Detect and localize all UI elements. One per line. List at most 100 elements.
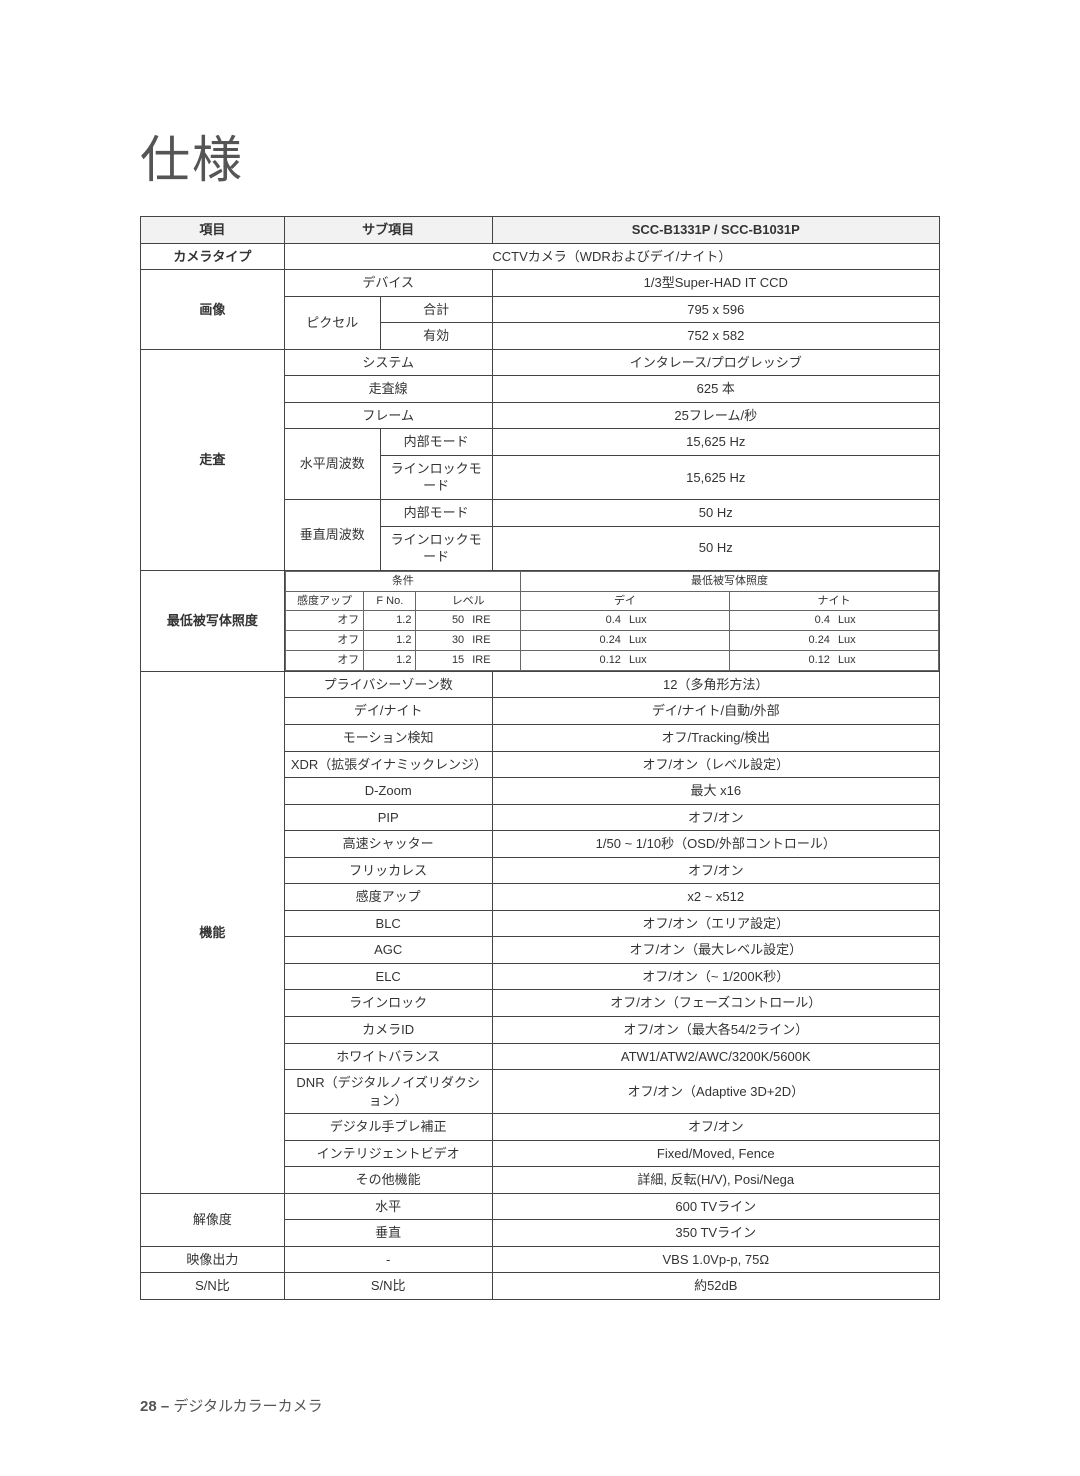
- function-value: ATW1/ATW2/AWC/3200K/5600K: [492, 1043, 939, 1070]
- video-out-value: VBS 1.0Vp-p, 75Ω: [492, 1246, 939, 1273]
- min-illum-cell: IRE: [468, 651, 520, 671]
- scan-vfreq-internal-mode: 内部モード: [380, 500, 492, 527]
- function-value: オフ/オン（レベル設定）: [492, 751, 939, 778]
- function-param: D-Zoom: [284, 778, 492, 805]
- image-device-label: デバイス: [284, 270, 492, 297]
- min-illum-row: オフ1.215IRE0.12Lux0.12Lux: [285, 651, 938, 671]
- scan-vfreq-linelock-value: 50 Hz: [492, 526, 939, 570]
- function-value: オフ/オン（最大レベル設定）: [492, 937, 939, 964]
- function-value: オフ/オン（フェーズコントロール）: [492, 990, 939, 1017]
- header-model: SCC-B1331P / SCC-B1031P: [492, 217, 939, 244]
- function-value: 詳細, 反転(H/V), Posi/Nega: [492, 1167, 939, 1194]
- function-param: フリッカレス: [284, 857, 492, 884]
- function-param: AGC: [284, 937, 492, 964]
- image-total-value: 795 x 596: [492, 296, 939, 323]
- min-illum-night: ナイト: [729, 591, 938, 611]
- sn-value: 約52dB: [492, 1273, 939, 1300]
- min-illum-cell: 0.4: [729, 611, 834, 631]
- scan-vfreq-internal-value: 50 Hz: [492, 500, 939, 527]
- image-effective-value: 752 x 582: [492, 323, 939, 350]
- scan-vfreq-linelock-mode: ラインロックモード: [380, 526, 492, 570]
- min-illum-inner-table: 条件 最低被写体照度 感度アップ F No. レベル デイ ナイト オフ1.25…: [285, 571, 939, 671]
- camera-type-value: CCTVカメラ（WDRおよびデイ/ナイト）: [284, 243, 939, 270]
- scan-system-label: システム: [284, 349, 492, 376]
- min-illum-cell: IRE: [468, 611, 520, 631]
- min-illum-cell: Lux: [625, 611, 730, 631]
- scan-hfreq-linelock-value: 15,625 Hz: [492, 455, 939, 499]
- function-param: ラインロック: [284, 990, 492, 1017]
- min-illum-cell: IRE: [468, 631, 520, 651]
- scan-lines-value: 625 本: [492, 376, 939, 403]
- scan-frame-value: 25フレーム/秒: [492, 402, 939, 429]
- resolution-h-label: 水平: [284, 1193, 492, 1220]
- min-illum-cell: 1.2: [364, 651, 416, 671]
- min-illum-cell: 1.2: [364, 611, 416, 631]
- scan-frame-label: フレーム: [284, 402, 492, 429]
- min-illum-cell: 0.4: [520, 611, 625, 631]
- footer: 28 – デジタルカラーカメラ: [140, 1395, 323, 1416]
- min-illum-cell: 30: [416, 631, 468, 651]
- scan-hfreq-linelock-mode: ラインロックモード: [380, 455, 492, 499]
- function-value: オフ/オン（Adaptive 3D+2D）: [492, 1070, 939, 1114]
- video-out-param: -: [284, 1246, 492, 1273]
- function-param: インテリジェントビデオ: [284, 1140, 492, 1167]
- min-illum-cell: Lux: [625, 651, 730, 671]
- image-pixel-label: ピクセル: [284, 296, 380, 349]
- min-illum-cond-label: 条件: [285, 571, 520, 591]
- spec-table: 項目 サブ項目 SCC-B1331P / SCC-B1031P カメラタイプ C…: [140, 216, 940, 1300]
- min-illum-label: 最低被写体照度: [141, 570, 285, 671]
- resolution-v-label: 垂直: [284, 1220, 492, 1247]
- function-value: デイ/ナイト/自動/外部: [492, 698, 939, 725]
- function-value: 最大 x16: [492, 778, 939, 805]
- function-value: オフ/オン: [492, 1114, 939, 1141]
- min-illum-cell: Lux: [834, 611, 939, 631]
- scan-vfreq-label: 垂直周波数: [284, 500, 380, 571]
- function-value: Fixed/Moved, Fence: [492, 1140, 939, 1167]
- resolution-label: 解像度: [141, 1193, 285, 1246]
- min-illum-cell: オフ: [285, 611, 363, 631]
- footer-page: 28 –: [140, 1398, 169, 1415]
- function-value: オフ/オン: [492, 857, 939, 884]
- scan-label: 走査: [141, 349, 285, 570]
- image-effective-label: 有効: [380, 323, 492, 350]
- function-param: プライバシーゾーン数: [284, 671, 492, 698]
- image-device-value: 1/3型Super-HAD IT CCD: [492, 270, 939, 297]
- function-value: 12（多角形方法）: [492, 671, 939, 698]
- function-param: カメラID: [284, 1016, 492, 1043]
- min-illum-cell: 0.12: [520, 651, 625, 671]
- page-title: 仕様: [140, 120, 940, 192]
- resolution-v-value: 350 TVライン: [492, 1220, 939, 1247]
- function-param: XDR（拡張ダイナミックレンジ）: [284, 751, 492, 778]
- function-row: 機能プライバシーゾーン数12（多角形方法）: [141, 671, 940, 698]
- functions-label: 機能: [141, 671, 285, 1193]
- min-illum-cell: 0.24: [520, 631, 625, 651]
- min-illum-cell: Lux: [834, 631, 939, 651]
- function-param: デイ/ナイト: [284, 698, 492, 725]
- min-illum-cell: 0.12: [729, 651, 834, 671]
- function-value: オフ/オン（~ 1/200K秒）: [492, 963, 939, 990]
- resolution-h-value: 600 TVライン: [492, 1193, 939, 1220]
- footer-text: デジタルカラーカメラ: [173, 1398, 322, 1415]
- min-illum-level: レベル: [416, 591, 521, 611]
- function-param: モーション検知: [284, 724, 492, 751]
- min-illum-cell: 0.24: [729, 631, 834, 651]
- min-illum-cell: 50: [416, 611, 468, 631]
- min-illum-cell: 15: [416, 651, 468, 671]
- min-illum-sens-up: 感度アップ: [285, 591, 363, 611]
- function-param: 高速シャッター: [284, 831, 492, 858]
- function-value: オフ/Tracking/検出: [492, 724, 939, 751]
- function-param: その他機能: [284, 1167, 492, 1194]
- image-total-label: 合計: [380, 296, 492, 323]
- function-value: オフ/オン（エリア設定）: [492, 910, 939, 937]
- min-illum-result-label: 最低被写体照度: [520, 571, 938, 591]
- camera-type-label: カメラタイプ: [141, 243, 285, 270]
- min-illum-cell: オフ: [285, 631, 363, 651]
- scan-hfreq-label: 水平周波数: [284, 429, 380, 500]
- function-value: オフ/オン（最大各54/2ライン）: [492, 1016, 939, 1043]
- min-illum-fno: F No.: [364, 591, 416, 611]
- sn-param: S/N比: [284, 1273, 492, 1300]
- video-out-label: 映像出力: [141, 1246, 285, 1273]
- header-sub-item: サブ項目: [284, 217, 492, 244]
- min-illum-day: デイ: [520, 591, 729, 611]
- function-value: x2 ~ x512: [492, 884, 939, 911]
